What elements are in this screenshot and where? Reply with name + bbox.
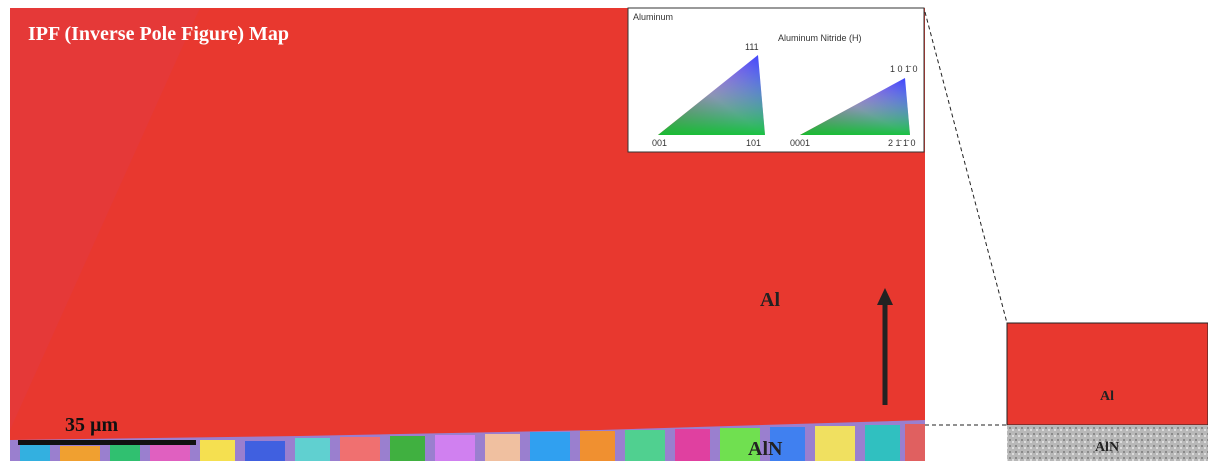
schematic-inset: Al AlN [1007, 323, 1208, 461]
legend-right-label: Aluminum Nitride (H) [778, 33, 862, 43]
aln-corner: 2 1̄ 1̄ 0 [888, 138, 916, 148]
al-label: Al [760, 289, 780, 311]
al-corner: 101 [746, 138, 761, 148]
aln-corner: 0001 [790, 138, 810, 148]
zoom-line [925, 12, 1007, 323]
legend-left-label: Aluminum [633, 12, 673, 22]
al-corner: 111 [745, 42, 759, 52]
al-corner: 001 [652, 138, 667, 148]
scale-label: 35 µm [65, 414, 119, 436]
figure: IPF (Inverse Pole Figure) Map Al AlN 35 … [0, 0, 1208, 461]
scale-bar [18, 440, 196, 445]
inset-al [1007, 323, 1208, 425]
aln-corner: 1 0 1̄ 0 [890, 64, 918, 74]
ipf-map: IPF (Inverse Pole Figure) Map Al AlN 35 … [10, 8, 925, 461]
ipf-legend: Aluminum 111 001 101 Aluminum Nitride (H… [628, 8, 924, 152]
map-title: IPF (Inverse Pole Figure) Map [28, 23, 289, 45]
inset-al-label: Al [1100, 389, 1114, 404]
aln-label: AlN [748, 438, 783, 460]
inset-aln-label: AlN [1095, 440, 1119, 455]
